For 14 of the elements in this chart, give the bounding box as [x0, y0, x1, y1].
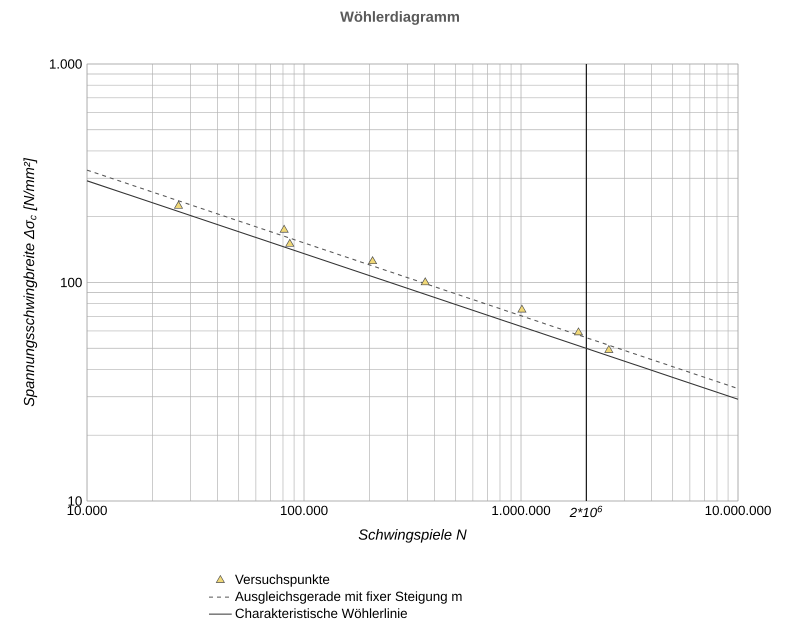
x-tick-label: 2*10$^{6}$: [570, 506, 602, 518]
y-tick-label: 1.000: [50, 59, 82, 69]
y-axis-title: Spannungsschwingbreite Δσ$_{c}$ [N/mm²]: [23, 158, 38, 406]
chart-title: Wöhlerdiagramm: [340, 11, 459, 25]
legend-label: Charakteristische Wöhlerlinie: [236, 608, 407, 618]
x-tick-label: 10.000.000: [706, 506, 771, 516]
y-tick-label: 10: [68, 496, 82, 506]
x-axis-title: Schwingspiele N: [358, 529, 467, 543]
legend-label: Ausgleichsgerade mit fixer Steigung m: [234, 591, 462, 604]
x-tick-label: 100.000: [280, 506, 328, 516]
legend-label: Versuchspunkte: [235, 574, 330, 587]
x-tick-label: 10.000: [68, 506, 107, 516]
y-tick-label: 100: [61, 278, 82, 288]
x-tick-label: 1.000.000: [492, 506, 550, 516]
